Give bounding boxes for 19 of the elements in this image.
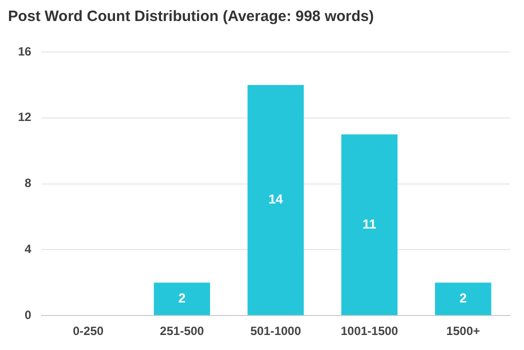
y-tick-label: 8 (24, 176, 32, 190)
y-tick-label: 0 (24, 308, 32, 322)
data-label: 2 (178, 290, 186, 306)
x-tick-label: 1001-1500 (340, 324, 398, 338)
bar (248, 84, 304, 316)
data-label: 2 (460, 290, 467, 306)
chart-title: Post Word Count Distribution (Average: 998 words) (8, 8, 374, 26)
x-tick-label: 1500+ (446, 324, 480, 338)
x-tick-label: 0-250 (72, 324, 104, 338)
data-label: 11 (362, 216, 376, 232)
y-tick-label: 16 (18, 44, 32, 58)
bar (435, 282, 492, 316)
y-tick-label: 12 (18, 110, 32, 124)
data-label: 14 (268, 192, 284, 207)
bar (154, 282, 210, 316)
x-tick-label: 501-1000 (250, 324, 302, 338)
bar (341, 134, 398, 316)
x-tick-label: 251-500 (160, 324, 204, 338)
y-tick-label: 4 (24, 242, 32, 256)
